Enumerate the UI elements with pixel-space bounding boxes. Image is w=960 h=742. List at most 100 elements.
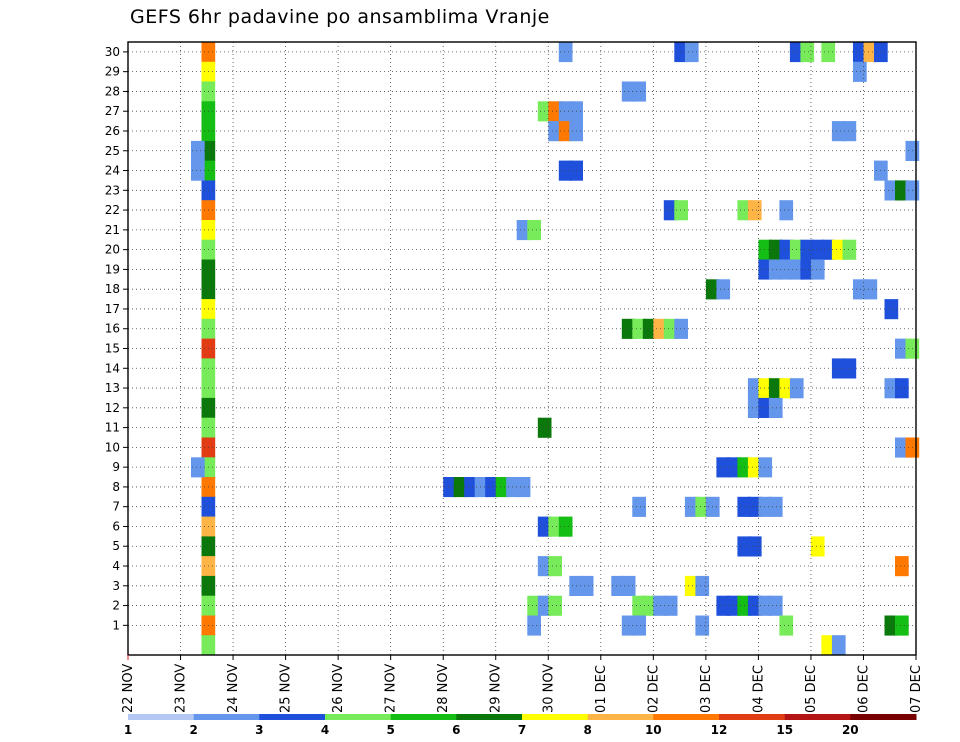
colorbar-segment (390, 714, 457, 720)
y-tick-label: 15 (105, 342, 120, 356)
heatmap-cell (464, 477, 478, 498)
heatmap-cell (716, 595, 731, 616)
y-tick-label: 9 (112, 460, 120, 474)
heatmap-cell (768, 397, 783, 418)
x-tick-label: 05 DEC (804, 665, 819, 713)
heatmap-cell (558, 516, 573, 537)
x-tick-label: 24 NOV (226, 664, 241, 713)
heatmap-cell (895, 338, 909, 359)
y-tick-label: 4 (112, 559, 120, 573)
heatmap-cell (895, 556, 909, 577)
heatmap-cell (895, 615, 909, 636)
heatmap-cell (201, 635, 216, 656)
colorbar-segment (653, 714, 720, 720)
x-tick-label: 29 NOV (489, 664, 504, 713)
heatmap-cell (758, 457, 773, 478)
heatmap-cell (695, 496, 710, 517)
heatmap-cell (579, 575, 594, 596)
plot-frame (127, 41, 917, 656)
heatmap-cell (611, 575, 625, 596)
colorbar-label: 3 (255, 723, 263, 737)
heatmap-cell (779, 378, 794, 399)
colorbar-label: 12 (711, 723, 728, 737)
heatmap-cell (810, 536, 825, 557)
heatmap-cell (747, 200, 762, 221)
heatmap-cell (895, 180, 909, 201)
y-tick-label: 20 (105, 243, 120, 257)
y-tick-label: 30 (105, 45, 120, 59)
heatmap-cell (768, 259, 783, 280)
heatmap-cell (831, 358, 846, 379)
heatmap-cell (716, 457, 731, 478)
x-tick-label: 28 NOV (436, 664, 451, 713)
heatmap-cell (506, 477, 520, 498)
heatmap-cell (758, 378, 773, 399)
x-tick-label: 06 DEC (856, 665, 871, 713)
heatmap-cell (758, 595, 773, 616)
y-tick-label: 18 (105, 282, 120, 296)
heatmap-cell (527, 220, 541, 241)
heatmap-cell (747, 496, 762, 517)
y-tick-label: 13 (105, 381, 120, 395)
heatmap-cell (831, 635, 846, 656)
colorbar-label: 5 (387, 723, 395, 737)
heatmap-cell (831, 121, 846, 142)
heatmap-cell (758, 496, 773, 517)
heatmap-cell (632, 81, 646, 102)
heatmap-cell (695, 575, 710, 596)
y-tick-label: 14 (105, 361, 120, 375)
heatmap-cell (443, 477, 457, 498)
heatmap-cell (516, 477, 531, 498)
y-tick-label: 6 (112, 519, 120, 533)
heatmap-cell (810, 239, 825, 260)
heatmap-cell (758, 259, 773, 280)
heatmap-cell (842, 121, 857, 142)
colorbar-segment (456, 714, 523, 720)
heatmap-cell (747, 536, 762, 557)
x-tick-label: 22 NOV (121, 664, 136, 713)
heatmap-cell (527, 615, 541, 636)
heatmap-cell (632, 318, 646, 339)
y-tick-label: 19 (105, 262, 120, 276)
heatmap-cell (800, 42, 815, 63)
heatmap-cell (558, 121, 573, 142)
y-tick-label: 23 (105, 183, 120, 197)
heatmap-cell (548, 556, 562, 577)
heatmap-cell (663, 318, 678, 339)
heatmap-cell (863, 42, 878, 63)
heatmap-cell (527, 595, 541, 616)
heatmap-cell (853, 42, 867, 63)
heatmap-cell (558, 101, 573, 122)
y-tick-label: 17 (105, 302, 120, 316)
heatmap-cell (674, 42, 688, 63)
heatmap-cell (768, 496, 783, 517)
heatmap-cell (747, 378, 762, 399)
y-tick-label: 11 (105, 421, 120, 435)
colorbar-label: 4 (321, 723, 329, 737)
colorbar-label: 1 (124, 723, 132, 737)
heatmap-cell (842, 239, 857, 260)
colorbar-segment (850, 714, 917, 720)
heatmap-cell (779, 259, 794, 280)
heatmap-cell (663, 595, 678, 616)
x-tick-label: 01 DEC (594, 665, 609, 713)
heatmap-cell (758, 397, 773, 418)
colorbar-segment (522, 714, 589, 720)
heatmap-cell (674, 200, 688, 221)
colorbar-label: 10 (645, 723, 662, 737)
y-tick-label: 1 (112, 618, 120, 632)
heatmap-cell (684, 42, 699, 63)
y-tick-label: 10 (105, 440, 120, 454)
chart-title: GEFS 6hr padavine po ansamblima Vranje (130, 6, 550, 28)
colorbar-label: 20 (842, 723, 859, 737)
heatmap-cell (191, 457, 205, 478)
colorbar-segment (128, 714, 195, 720)
heatmap-cell (895, 437, 909, 458)
y-tick-label: 26 (105, 124, 120, 138)
x-tick-label: 02 DEC (646, 665, 661, 713)
y-tick-label: 29 (105, 65, 120, 79)
heatmap-cell (191, 160, 205, 181)
y-tick-label: 27 (105, 104, 120, 118)
heatmap-cell (495, 477, 510, 498)
